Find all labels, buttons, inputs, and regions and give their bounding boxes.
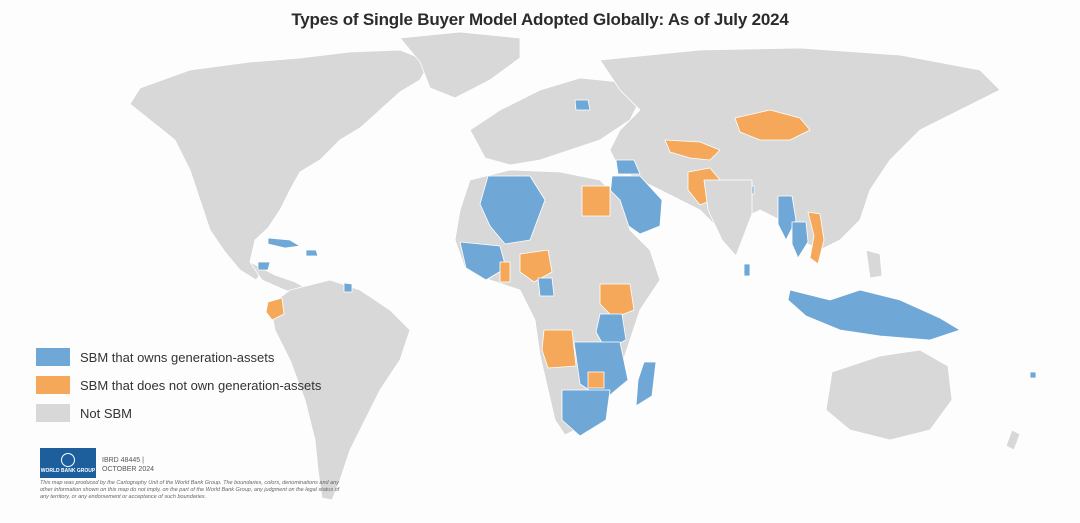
legend-swatch-not-owns (36, 376, 70, 394)
mongolia (734, 109, 811, 141)
madagascar (635, 361, 657, 407)
legend-item-not-owns: SBM that does not own generation-assets (36, 374, 321, 396)
west-africa-coast (459, 241, 507, 281)
pacific-islands (1029, 371, 1037, 379)
indonesia-malaysia (787, 289, 961, 341)
legend-item-not-sbm: Not SBM (36, 402, 321, 424)
sri-lanka (743, 263, 751, 277)
north-america-landmass (129, 49, 431, 281)
logo-text: WORLD BANK GROUP (40, 467, 96, 474)
greenland (399, 31, 521, 99)
honduras (257, 261, 271, 271)
thailand (791, 221, 809, 259)
ibrd-number: IBRD 48445 | (102, 457, 144, 464)
globe-icon (61, 452, 75, 467)
angola (541, 329, 577, 369)
philippines (865, 249, 883, 279)
algeria-mali-mauritania (479, 175, 546, 245)
legend-swatch-not-sbm (36, 404, 70, 422)
map-credit: WORLD BANK GROUP IBRD 48445 | OCTOBER 20… (40, 448, 339, 500)
india (703, 179, 753, 257)
legend-label: Not SBM (80, 405, 133, 421)
new-zealand (1005, 429, 1021, 451)
legend-swatch-owns (36, 348, 70, 366)
cuba (267, 237, 301, 249)
disclaimer-text: This map was produced by the Cartography… (40, 480, 340, 500)
cameroon (537, 277, 555, 297)
ecuador (265, 297, 285, 321)
vietnam (807, 211, 825, 265)
zambia-mozambique (573, 341, 629, 401)
kazakhstan-region (664, 139, 721, 161)
map-date: OCTOBER 2024 (102, 466, 155, 473)
south-africa (561, 389, 611, 437)
legend-item-owns: SBM that owns generation-assets (36, 346, 321, 368)
ethiopia-kenya (599, 283, 635, 319)
nigeria (519, 249, 553, 283)
south-america (269, 279, 411, 501)
belarus (574, 99, 591, 111)
guyana (343, 282, 353, 293)
egypt (581, 185, 611, 217)
map-title: Types of Single Buyer Model Adopted Glob… (291, 10, 789, 29)
dominican-republic (305, 249, 319, 257)
iraq-syria (615, 159, 641, 175)
legend-label: SBM that does not own generation-assets (80, 377, 322, 393)
australia (825, 349, 953, 441)
myanmar (777, 195, 797, 241)
legend-label: SBM that owns generation-assets (80, 349, 275, 365)
map-id: IBRD 48445 | OCTOBER 2024 (102, 456, 154, 474)
world-bank-logo: WORLD BANK GROUP (40, 448, 96, 478)
map-legend: SBM that owns generation-assets SBM that… (36, 346, 321, 430)
ghana (499, 261, 511, 283)
zimbabwe (587, 371, 605, 389)
